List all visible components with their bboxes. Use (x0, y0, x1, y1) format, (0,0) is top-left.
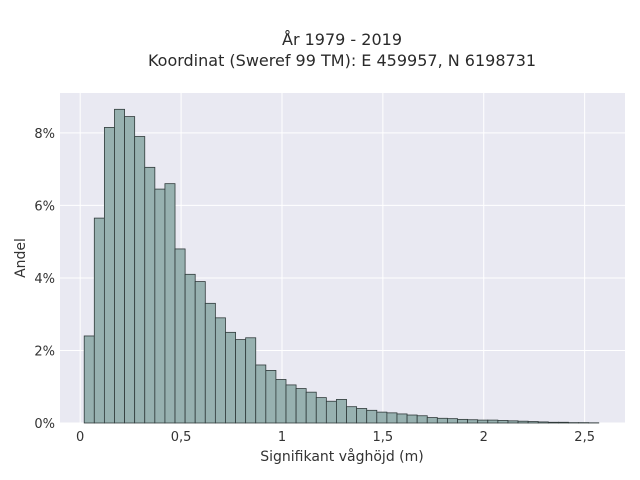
x-axis-ticks: 0 0,5 1 1,5 2 2,5 (76, 430, 595, 445)
x-tick-label: 0,5 (171, 430, 192, 445)
histogram-bar (497, 420, 509, 424)
histogram-bar (114, 108, 125, 424)
histogram-bar (194, 281, 206, 424)
histogram-bar (265, 370, 277, 424)
histogram-bar (447, 418, 458, 424)
histogram-bar (426, 417, 438, 424)
histogram-bar (366, 409, 378, 424)
histogram-bar (547, 421, 559, 424)
histogram-bar (376, 411, 388, 424)
histogram-bar (245, 337, 257, 424)
y-tick-label: 0% (34, 417, 55, 432)
histogram-bar (93, 217, 105, 424)
histogram-bar (124, 116, 136, 424)
histogram-bar (144, 166, 156, 424)
histogram-bar (103, 127, 115, 424)
histogram-bar (164, 183, 176, 424)
histogram-bar (295, 388, 307, 424)
x-tick-label: 0 (76, 430, 84, 445)
histogram-bar (336, 399, 347, 424)
histogram-bar (558, 421, 569, 424)
x-tick-label: 1,5 (373, 430, 394, 445)
histogram-bar (134, 136, 146, 424)
histogram-bar (225, 331, 236, 424)
histogram-bar (255, 364, 267, 424)
histogram-bar (184, 273, 196, 424)
histogram-bar (154, 188, 166, 424)
histogram-bar (517, 420, 529, 424)
histogram-bar (436, 417, 448, 424)
x-tick-label: 2 (480, 430, 488, 445)
histogram-bar (325, 400, 337, 424)
histogram-bar (346, 406, 358, 424)
x-tick-label: 1 (278, 430, 286, 445)
y-tick-label: 4% (34, 272, 55, 287)
y-tick-label: 6% (34, 199, 55, 214)
histogram-bar (174, 248, 186, 424)
bars (83, 108, 600, 424)
histogram-bar (527, 421, 539, 424)
histogram-bar (204, 302, 216, 424)
histogram-bar (396, 413, 408, 424)
y-tick-label: 8% (34, 127, 55, 142)
histogram-bar (356, 408, 368, 424)
histogram-bar (416, 415, 428, 424)
histogram-bar (406, 414, 418, 424)
histogram-bar (457, 418, 469, 424)
x-tick-label: 2,5 (574, 430, 595, 445)
histogram-bar (305, 391, 317, 424)
histogram-bar (386, 412, 398, 424)
histogram-bar (477, 419, 489, 424)
histogram-bar (83, 335, 95, 424)
histogram-bar (235, 339, 247, 424)
histogram-bar (537, 421, 549, 424)
histogram-bar (214, 317, 226, 424)
histogram-bar (467, 419, 479, 424)
histogram-bar (275, 379, 287, 424)
histogram-bar (285, 384, 297, 424)
y-tick-label: 2% (34, 344, 55, 359)
chart-title-line-1: År 1979 - 2019 (282, 30, 402, 49)
histogram-bar (487, 419, 499, 424)
x-axis-label: Signifikant våghöjd (m) (260, 448, 423, 465)
chart-title-line-2: Koordinat (Sweref 99 TM): E 459957, N 61… (148, 51, 536, 70)
histogram-bar (507, 420, 519, 424)
y-axis-label: Andel (13, 238, 29, 278)
histogram-bar (315, 397, 327, 424)
y-axis-ticks: 0% 2% 4% 6% 8% (34, 127, 55, 432)
